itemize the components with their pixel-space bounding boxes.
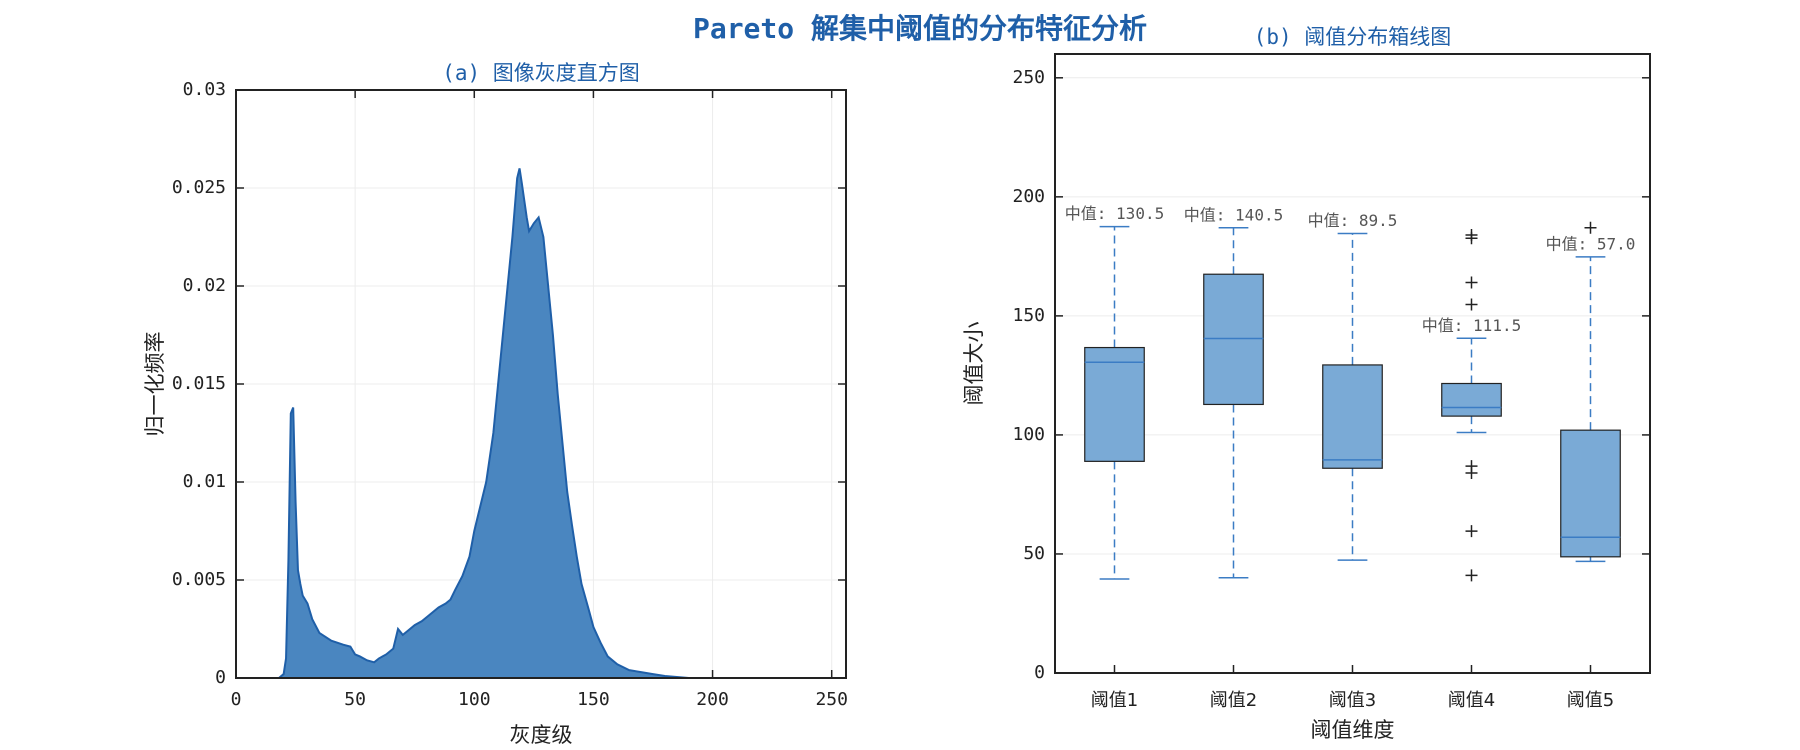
y-tick-label: 50 [1023, 543, 1045, 564]
chart-title: (a) 图像灰度直方图 [442, 61, 640, 85]
x-axis-label: 灰度级 [510, 723, 573, 747]
y-tick-label: 0.025 [172, 177, 226, 198]
y-tick-label: 100 [1012, 424, 1045, 445]
figure-title: Pareto 解集中阈值的分布特征分析 [693, 12, 1147, 45]
x-tick-label: 阈值3 [1329, 690, 1376, 711]
median-label: 中值: 130.5 [1065, 204, 1164, 223]
outlier [1465, 569, 1478, 582]
median-label: 中值: 57.0 [1546, 234, 1636, 253]
plot-frame [235, 89, 847, 679]
x-tick-label: 50 [344, 689, 366, 710]
outlier [1465, 525, 1478, 538]
y-axis-label: 阈值大小 [962, 322, 986, 406]
median-label: 中值: 140.5 [1184, 205, 1283, 224]
outlier [1465, 276, 1478, 289]
y-axis-label: 归一化频率 [143, 332, 167, 437]
median-label: 中值: 111.5 [1422, 316, 1521, 335]
box [1560, 429, 1621, 558]
box [1084, 346, 1145, 462]
y-tick-label: 150 [1012, 305, 1045, 326]
chart-title: (b) 阈值分布箱线图 [1254, 25, 1452, 49]
outlier [1465, 467, 1478, 480]
y-tick-label: 0 [1034, 662, 1045, 683]
outlier [1465, 298, 1478, 311]
area [236, 168, 844, 679]
x-tick-label: 阈值4 [1448, 690, 1495, 711]
box [1441, 382, 1502, 417]
x-tick-label: 阈值5 [1567, 690, 1614, 711]
y-tick-label: 0.02 [183, 275, 226, 296]
y-tick-label: 0.03 [183, 79, 226, 100]
median-label: 中值: 89.5 [1308, 211, 1398, 230]
x-axis-label: 阈值维度 [1311, 718, 1395, 742]
x-tick-label: 250 [815, 689, 848, 710]
outlier [1465, 232, 1478, 245]
x-tick-label: 100 [458, 689, 491, 710]
box [1322, 364, 1383, 469]
outlier [1584, 221, 1597, 234]
y-tick-label: 0.015 [172, 373, 226, 394]
plot-frame [1054, 53, 1651, 674]
x-tick-label: 150 [577, 689, 610, 710]
box [1203, 273, 1264, 406]
x-tick-label: 0 [231, 689, 242, 710]
y-tick-label: 200 [1012, 186, 1045, 207]
x-tick-label: 阈值1 [1091, 690, 1138, 711]
y-tick-label: 0 [215, 667, 226, 688]
x-tick-label: 200 [696, 689, 729, 710]
y-tick-label: 0.01 [183, 471, 226, 492]
y-tick-label: 0.005 [172, 569, 226, 590]
y-tick-label: 250 [1012, 67, 1045, 88]
x-tick-label: 阈值2 [1210, 690, 1257, 711]
